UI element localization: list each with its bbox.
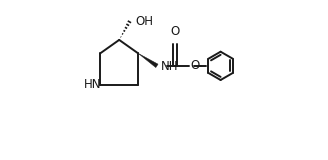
Text: O: O (170, 25, 180, 38)
Text: HN: HN (83, 78, 101, 91)
Text: O: O (191, 59, 200, 72)
Text: OH: OH (135, 15, 153, 28)
Text: NH: NH (161, 60, 179, 73)
Polygon shape (138, 53, 158, 68)
